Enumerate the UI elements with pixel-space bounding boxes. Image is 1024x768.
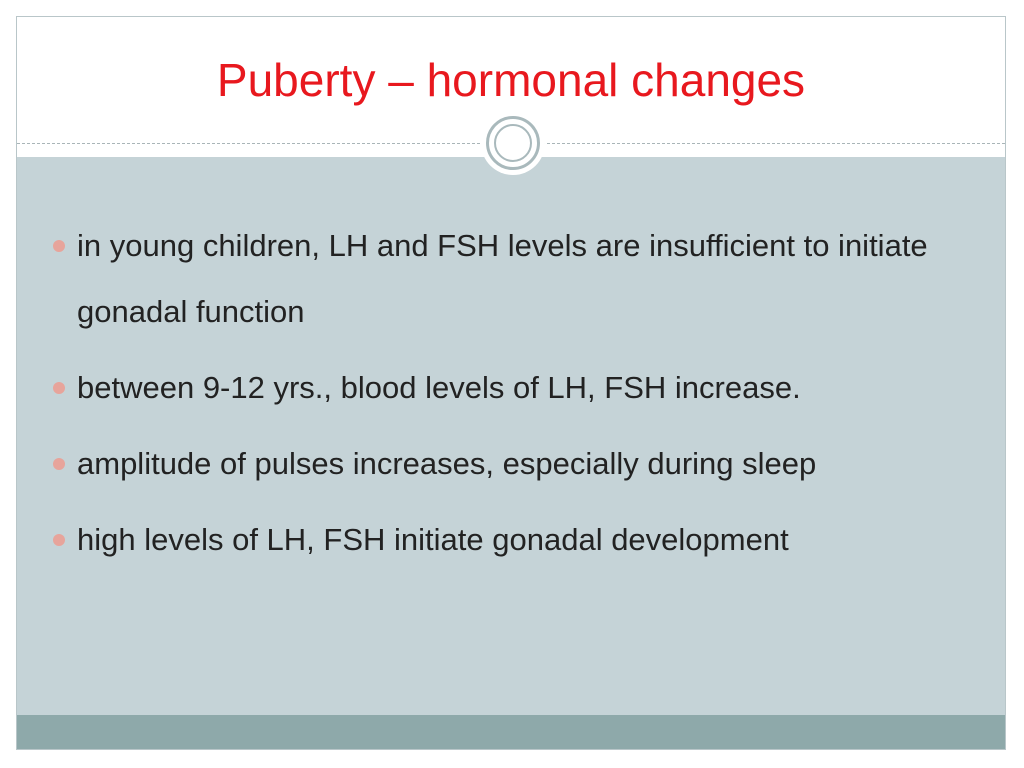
ornament-inner-ring bbox=[494, 124, 532, 162]
bullet-item: high levels of LH, FSH initiate gonadal … bbox=[53, 507, 983, 573]
footer-band bbox=[17, 715, 1005, 749]
bullet-list: in young children, LH and FSH levels are… bbox=[53, 213, 983, 583]
bullet-dot-icon bbox=[53, 534, 65, 546]
content-area: in young children, LH and FSH levels are… bbox=[17, 157, 1005, 717]
bullet-item: between 9-12 yrs., blood levels of LH, F… bbox=[53, 355, 983, 421]
double-ring-ornament-icon bbox=[481, 111, 545, 175]
bullet-text: in young children, LH and FSH levels are… bbox=[77, 228, 928, 329]
slide-title: Puberty – hormonal changes bbox=[216, 54, 806, 106]
bullet-text: amplitude of pulses increases, especiall… bbox=[77, 446, 817, 481]
bullet-dot-icon bbox=[53, 240, 65, 252]
bullet-item: amplitude of pulses increases, especiall… bbox=[53, 431, 983, 497]
ornament-outer-ring bbox=[486, 116, 540, 170]
bullet-text: between 9-12 yrs., blood levels of LH, F… bbox=[77, 370, 801, 405]
bullet-dot-icon bbox=[53, 382, 65, 394]
bullet-item: in young children, LH and FSH levels are… bbox=[53, 213, 983, 345]
slide: Puberty – hormonal changes in young chil… bbox=[16, 16, 1006, 750]
bullet-dot-icon bbox=[53, 458, 65, 470]
bullet-text: high levels of LH, FSH initiate gonadal … bbox=[77, 522, 789, 557]
